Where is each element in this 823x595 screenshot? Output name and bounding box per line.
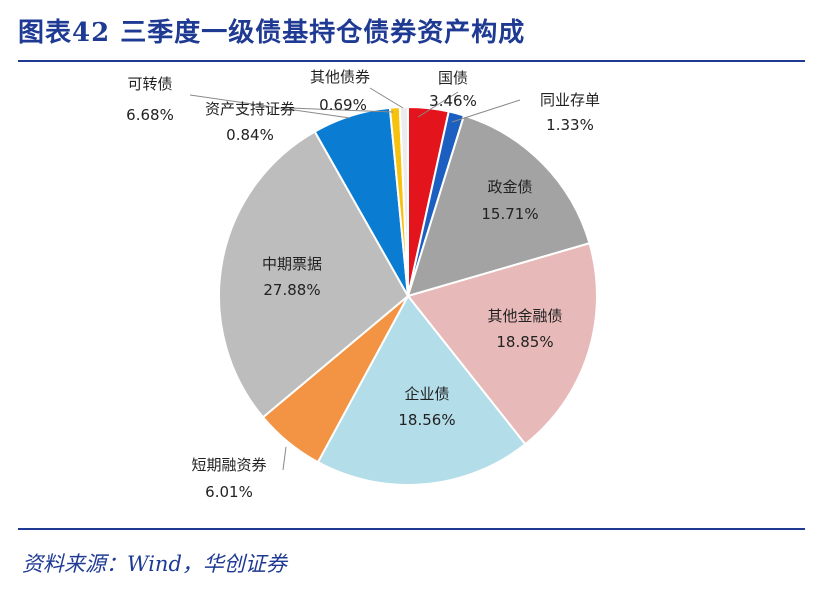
leader-lines	[189, 87, 521, 471]
pie-slice-medium-term-note	[218, 130, 410, 419]
slice-pct-gov-bond: 3.46%	[429, 92, 477, 110]
page-title: 图表42 三季度一级债基持仓债券资产构成	[18, 18, 526, 48]
leader-line-short-term-financing	[282, 446, 287, 471]
slice-name-convertible-bond: 可转债	[127, 75, 172, 93]
pie-slice-other-bond	[398, 105, 409, 297]
slice-name-other-financial-bond: 其他金融债	[487, 307, 562, 325]
leader-line-other-bond	[369, 87, 404, 109]
source-note: 资料来源：Wind，华创证券	[22, 552, 287, 576]
leader-line-gov-bond	[417, 91, 459, 118]
slice-name-interbank-cd: 同业存单	[540, 91, 600, 109]
source-divider	[18, 528, 805, 530]
title-divider	[18, 60, 805, 62]
leader-line-interbank-cd	[451, 99, 521, 123]
slice-pct-medium-term-note: 27.88%	[263, 281, 320, 299]
slice-name-gov-bond: 国债	[438, 69, 468, 87]
pie-slice-enterprise-bond	[316, 294, 527, 486]
slice-pct-other-bond: 0.69%	[319, 96, 367, 114]
slice-name-short-term-financing: 短期融资券	[191, 456, 266, 474]
slice-name-asset-backed: 资产支持证券	[205, 100, 295, 118]
slice-name-policy-bank-bond: 政金债	[487, 178, 532, 196]
slice-pct-asset-backed: 0.84%	[226, 126, 274, 144]
pie-slice-policy-bank-bond	[406, 114, 591, 298]
slice-labels: 国债 3.46% 同业存单 1.33% 政金债 15.71% 其他金融债 18.85% 企业债 1…	[126, 68, 600, 501]
pie-slice-other-financial-bond	[406, 242, 598, 446]
pie-slices	[218, 105, 598, 486]
leader-line-asset-backed	[289, 107, 394, 113]
slice-pct-other-financial-bond: 18.85%	[496, 333, 553, 351]
slice-pct-interbank-cd: 1.33%	[546, 116, 594, 134]
slice-pct-short-term-financing: 6.01%	[205, 483, 253, 501]
slice-pct-convertible-bond: 6.68%	[126, 106, 174, 124]
slice-pct-policy-bank-bond: 15.71%	[481, 205, 538, 223]
leader-line-convertible-bond	[189, 94, 351, 119]
slice-name-medium-term-note: 中期票据	[262, 255, 322, 273]
slice-name-other-bond: 其他债券	[310, 68, 370, 86]
slice-name-enterprise-bond: 企业债	[404, 385, 449, 403]
slice-pct-enterprise-bond: 18.56%	[398, 411, 455, 429]
